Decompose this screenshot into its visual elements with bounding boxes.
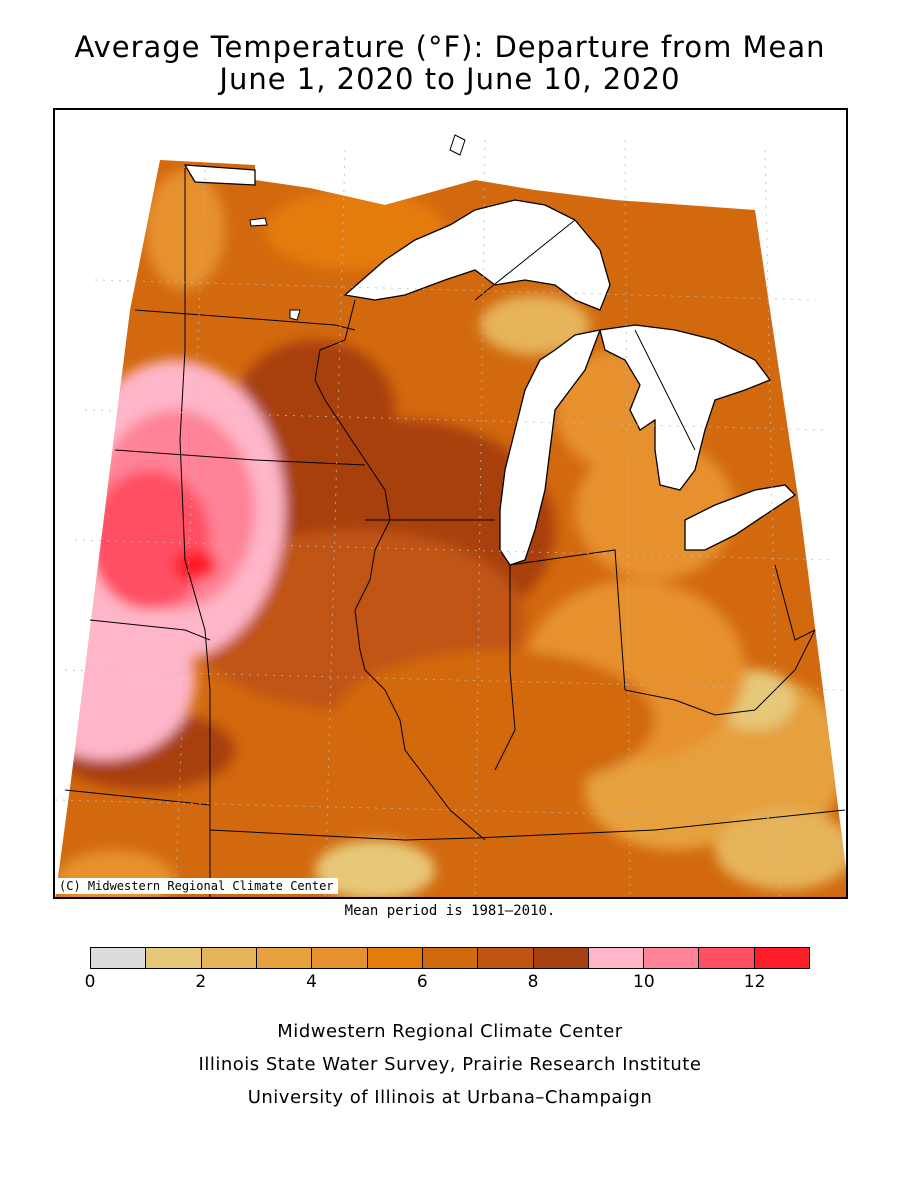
great-lakes (183, 164, 797, 566)
islands (249, 134, 466, 321)
copyright-label: (C) Midwestern Regional Climate Center (55, 878, 338, 894)
color-scale-legend (90, 947, 810, 969)
map-canvas (55, 134, 846, 897)
legend-swatch (699, 948, 755, 968)
legend-swatch (533, 948, 589, 968)
lake-huron (599, 324, 772, 491)
lake-michigan (499, 329, 602, 566)
legend-swatch (754, 948, 810, 968)
legend-swatch (367, 948, 423, 968)
legend-tick-label: 8 (527, 972, 539, 992)
credit-line-3: University of Illinois at Urbana–Champai… (247, 1087, 653, 1108)
temperature-field (55, 160, 846, 897)
legend-swatch (422, 948, 479, 968)
credit-line-1: Midwestern Regional Climate Center (277, 1021, 623, 1042)
lake-superior (343, 199, 611, 311)
map-date-range: June 1, 2020 to June 10, 2020 (219, 62, 681, 96)
credit-line-2: Illinois State Water Survey, Prairie Res… (198, 1054, 702, 1075)
legend-tick-label: 10 (633, 972, 655, 992)
legend-tick-label: 6 (416, 972, 428, 992)
legend-swatch (201, 948, 257, 968)
graticule (55, 139, 846, 897)
legend-swatch (146, 948, 202, 968)
mean-period-note: Mean period is 1981–2010. (344, 903, 556, 919)
legend-tick-label: 2 (195, 972, 207, 992)
legend-swatch (256, 948, 313, 968)
legend-tick-label: 0 (84, 972, 96, 992)
lake-of-the-woods (183, 164, 256, 186)
legend-swatch (478, 948, 534, 968)
legend-swatch (588, 948, 645, 968)
legend-tick-label: 4 (306, 972, 317, 992)
legend-swatch (91, 948, 147, 968)
map-title: Average Temperature (°F): Departure from… (74, 30, 826, 64)
state-borders (64, 168, 846, 897)
legend-swatch (644, 948, 700, 968)
legend-swatch (312, 948, 368, 968)
temperature-departure-map (53, 108, 848, 899)
lake-erie (684, 484, 797, 551)
legend-tick-label: 12 (743, 972, 766, 992)
